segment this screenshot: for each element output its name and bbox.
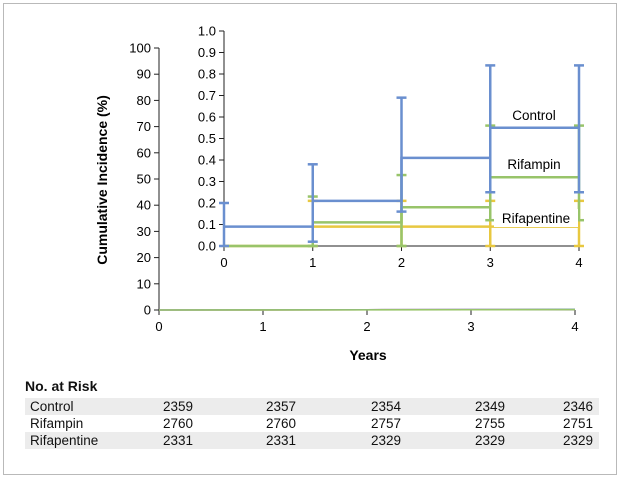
series-label: Rifampin — [507, 157, 560, 172]
risk-table-row: Rifampin 2760 2760 2757 2755 2751 — [25, 415, 599, 432]
main-y-tick-label: 80 — [137, 93, 151, 108]
main-x-tick-label: 1 — [259, 319, 266, 334]
main-x-tick-label: 2 — [363, 319, 370, 334]
risk-row-value: 2359 — [162, 399, 193, 414]
inset-series: Control Rifampin Rifapentine — [219, 64, 584, 248]
main-y-tick-label: 40 — [137, 198, 151, 213]
inset-background — [224, 23, 585, 246]
risk-row-value: 2354 — [370, 399, 401, 414]
main-x-tick-label: 3 — [467, 319, 474, 334]
main-y-tick-label: 50 — [137, 172, 151, 187]
risk-row-value: 2757 — [370, 416, 401, 431]
inset-x-tick-label: 3 — [487, 255, 494, 270]
series-label: Rifapentine — [502, 211, 570, 226]
inset-axes: 0.0 0.1 0.2 0.3 0.4 0.5 0.6 0.7 0.8 0.9 1.0 0 1 2 3 4 — [198, 23, 585, 270]
main-y-tick-label: 0 — [144, 303, 151, 318]
risk-row-label: Rifapentine — [30, 433, 99, 448]
risk-row-value: 2357 — [265, 399, 296, 414]
inset-x-tick-label: 1 — [309, 255, 316, 270]
risk-row-value: 2760 — [265, 416, 296, 431]
risk-row-value: 2331 — [162, 433, 193, 448]
inset-y-tick-label: 0.2 — [198, 196, 216, 211]
main-x-axis-label: Years — [349, 347, 387, 363]
series-label-background — [492, 155, 576, 173]
inset-y-tick-label: 1.0 — [198, 24, 216, 39]
risk-row-value: 2349 — [474, 399, 505, 414]
main-y-tick-label: 90 — [137, 67, 151, 82]
risk-row-value: 2331 — [265, 433, 296, 448]
inset-y-tick-label: 0.5 — [198, 131, 216, 146]
risk-row-value: 2755 — [474, 416, 505, 431]
figure-frame — [3, 3, 617, 475]
risk-row-label: Rifampin — [30, 416, 84, 431]
inset-y-tick-label: 0.0 — [198, 239, 216, 254]
series-label-background — [494, 209, 578, 227]
main-y-tick-label: 100 — [129, 41, 151, 56]
main-y-axis-label: Cumulative Incidence (%) — [94, 95, 110, 265]
inset-x-tick-label: 2 — [398, 255, 405, 270]
main-y-tick-label: 70 — [137, 119, 151, 134]
risk-table-row: Control 2359 2357 2354 2349 2346 — [25, 398, 599, 415]
risk-row-value: 2760 — [162, 416, 193, 431]
main-y-tick-label: 10 — [137, 276, 151, 291]
main-x-tick-label: 4 — [571, 319, 578, 334]
risk-row-value: 2329 — [474, 433, 505, 448]
risk-row-label: Control — [30, 399, 74, 414]
inset-x-tick-label: 4 — [575, 255, 582, 270]
inset-y-tick-label: 0.3 — [198, 174, 216, 189]
inset-y-tick-label: 0.7 — [198, 88, 216, 103]
inset-y-tick-label: 0.9 — [198, 45, 216, 60]
risk-row-value: 2751 — [562, 416, 593, 431]
risk-table-row: Rifapentine 2331 2331 2329 2329 2329 — [25, 432, 599, 449]
main-y-tick-label: 30 — [137, 224, 151, 239]
inset-x-tick-label: 0 — [220, 255, 227, 270]
series-line — [224, 126, 579, 228]
series-label: Control — [512, 108, 556, 123]
risk-table-title: No. at Risk — [25, 378, 98, 394]
series-label-background — [492, 106, 576, 124]
main-y-tick-label: 20 — [137, 250, 151, 265]
risk-row-value: 2346 — [562, 399, 593, 414]
inset-y-tick-label: 0.1 — [198, 217, 216, 232]
main-x-tick-label: 0 — [155, 319, 162, 334]
inset-y-tick-label: 0.4 — [198, 153, 216, 168]
inset-y-tick-label: 0.6 — [198, 110, 216, 125]
risk-row-value: 2329 — [370, 433, 401, 448]
inset-y-tick-label: 0.8 — [198, 67, 216, 82]
main-y-tick-label: 60 — [137, 145, 151, 160]
risk-row-value: 2329 — [562, 433, 593, 448]
